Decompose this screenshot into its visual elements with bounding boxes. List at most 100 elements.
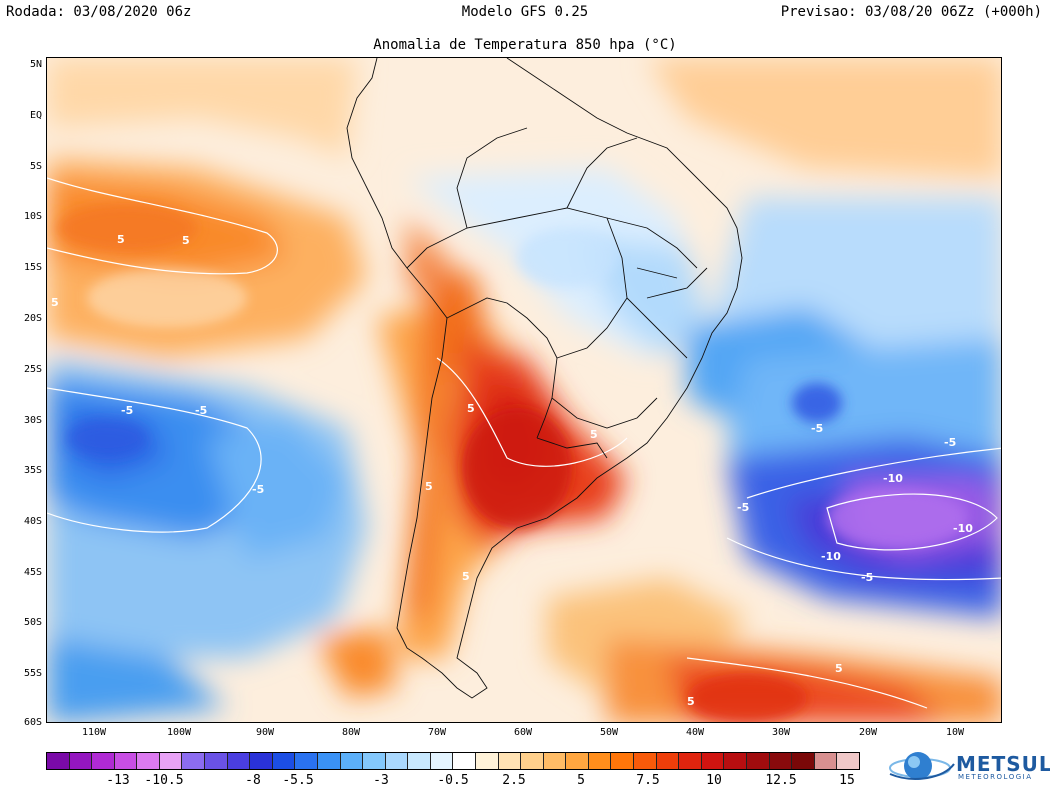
- colorbar-swatch: [679, 753, 702, 769]
- contour-label: -5: [944, 436, 956, 449]
- contour-label: -5: [252, 483, 264, 496]
- model-name-label: Modelo GFS 0.25: [461, 4, 589, 20]
- colorbar-swatch: [430, 753, 454, 769]
- lat-label: 25S: [23, 364, 42, 375]
- contour-label: -10: [953, 522, 973, 535]
- anomaly-detail: [57, 203, 967, 722]
- colorbar-swatch: [475, 753, 499, 769]
- lon-label: 60W: [513, 727, 533, 738]
- colorbar-swatch: [47, 753, 70, 769]
- colorbar-swatch: [656, 753, 680, 769]
- colorbar-swatch: [272, 753, 296, 769]
- map-title: Anomalia de Temperatura 850 hpa (°C): [373, 37, 677, 53]
- contour-label: -5: [121, 404, 133, 417]
- contour-label: -10: [883, 472, 903, 485]
- contour-value-labels: 5 5 5 -5 -5 -5 5 5 5 5 -5 -5 -5 -10 -10 …: [51, 233, 973, 708]
- colorbar-swatch: [137, 753, 160, 769]
- lon-label: 90W: [255, 727, 275, 738]
- colorbar-swatch: [227, 753, 251, 769]
- lat-label: 5S: [29, 161, 42, 172]
- contour-label: -5: [737, 501, 749, 514]
- colorbar-swatch: [588, 753, 612, 769]
- colorbar-swatch: [543, 753, 567, 769]
- colorbar-swatch: [182, 753, 206, 769]
- contour-label: -5: [861, 571, 873, 584]
- contour-label: 5: [835, 662, 843, 675]
- lon-label: 40W: [685, 727, 705, 738]
- lat-label: 45S: [23, 567, 42, 578]
- colorbar-swatch: [611, 753, 635, 769]
- lat-label: 30S: [23, 415, 42, 426]
- colorbar-swatch: [340, 753, 364, 769]
- contour-label: -5: [195, 404, 207, 417]
- colorbar-tick-label: -3: [373, 773, 389, 788]
- colorbar-swatch: [453, 753, 476, 769]
- colorbar-swatch: [792, 753, 815, 769]
- temperature-anomaly-map: 5 5 5 -5 -5 -5 5 5 5 5 -5 -5 -5 -10 -10 …: [46, 57, 1002, 723]
- colorbar-tick-label: 2.5: [502, 773, 526, 788]
- colorbar-swatch: [814, 753, 838, 769]
- contour-label: 5: [467, 402, 475, 415]
- colorbar-tick-label: -5.5: [282, 773, 314, 788]
- colorbar-swatch: [205, 753, 228, 769]
- lon-label: 70W: [427, 727, 447, 738]
- colorbar-tick-label: -10.5: [144, 773, 184, 788]
- lat-label: EQ: [29, 110, 42, 121]
- contour-label: 5: [462, 570, 470, 583]
- contour-label: 5: [687, 695, 695, 708]
- colorbar-swatch: [701, 753, 725, 769]
- colorbar-swatch: [250, 753, 273, 769]
- colorbar-swatch: [92, 753, 115, 769]
- colorbar-swatch: [746, 753, 770, 769]
- lon-label: 110W: [81, 727, 107, 738]
- contour-label: 5: [51, 296, 59, 309]
- colorbar-tick-label: -8: [245, 773, 261, 788]
- colorbar-tick-label: 7.5: [636, 773, 660, 788]
- logo-subtitle: METEOROLOGIA: [958, 773, 1033, 781]
- colorbar-tick-label: 5: [577, 773, 585, 788]
- colorbar-swatch: [724, 753, 747, 769]
- colorbar-swatch: [498, 753, 522, 769]
- run-date-label: Rodada: 03/08/2020 06z: [6, 4, 192, 20]
- colorbar-tick-label: -0.5: [437, 773, 469, 788]
- colorbar-swatch: [769, 753, 793, 769]
- lat-label: 35S: [23, 465, 42, 476]
- colorbar-swatch: [837, 753, 859, 769]
- contour-label: -10: [821, 550, 841, 563]
- lon-label: 50W: [599, 727, 619, 738]
- country-borders: [346, 58, 743, 699]
- colorbar-swatch: [408, 753, 431, 769]
- colorbar-swatch: [114, 753, 138, 769]
- colorbar-tick-label: 10: [706, 773, 722, 788]
- color-scale-bar: [46, 752, 860, 770]
- lon-label: 80W: [341, 727, 361, 738]
- colorbar-tick-label: -13: [106, 773, 130, 788]
- colorbar-swatch: [159, 753, 183, 769]
- lon-label: 10W: [945, 727, 965, 738]
- lon-label: 100W: [166, 727, 192, 738]
- colorbar-swatch: [566, 753, 589, 769]
- colorbar-swatch: [295, 753, 318, 769]
- lat-label: 5N: [29, 59, 42, 70]
- anomaly-field: 5 5 5 -5 -5 -5 5 5 5 5 -5 -5 -5 -10 -10 …: [47, 58, 1001, 722]
- lat-label: 60S: [23, 717, 42, 728]
- colorbar-swatch: [634, 753, 657, 769]
- colorbar-tick-label: 15: [839, 773, 855, 788]
- lon-label: 30W: [771, 727, 791, 738]
- colorbar-swatch: [385, 753, 409, 769]
- lat-label: 55S: [23, 668, 42, 679]
- lat-label: 50S: [23, 617, 42, 628]
- colorbar-tick-label: 12.5: [765, 773, 797, 788]
- forecast-time-label: Previsao: 03/08/20 06Zz (+000h): [780, 4, 1042, 20]
- lat-label: 20S: [23, 313, 42, 324]
- lat-label: 15S: [23, 262, 42, 273]
- anomaly-contours: [47, 177, 1001, 709]
- metsul-logo-icon: [889, 752, 955, 780]
- lon-label: 20W: [858, 727, 878, 738]
- contour-label: 5: [182, 234, 190, 247]
- colorbar-swatch: [69, 753, 93, 769]
- contour-label: -5: [811, 422, 823, 435]
- colorbar-swatch: [363, 753, 386, 769]
- lat-label: 10S: [23, 211, 42, 222]
- logo-wordmark: METSUL: [956, 752, 1050, 776]
